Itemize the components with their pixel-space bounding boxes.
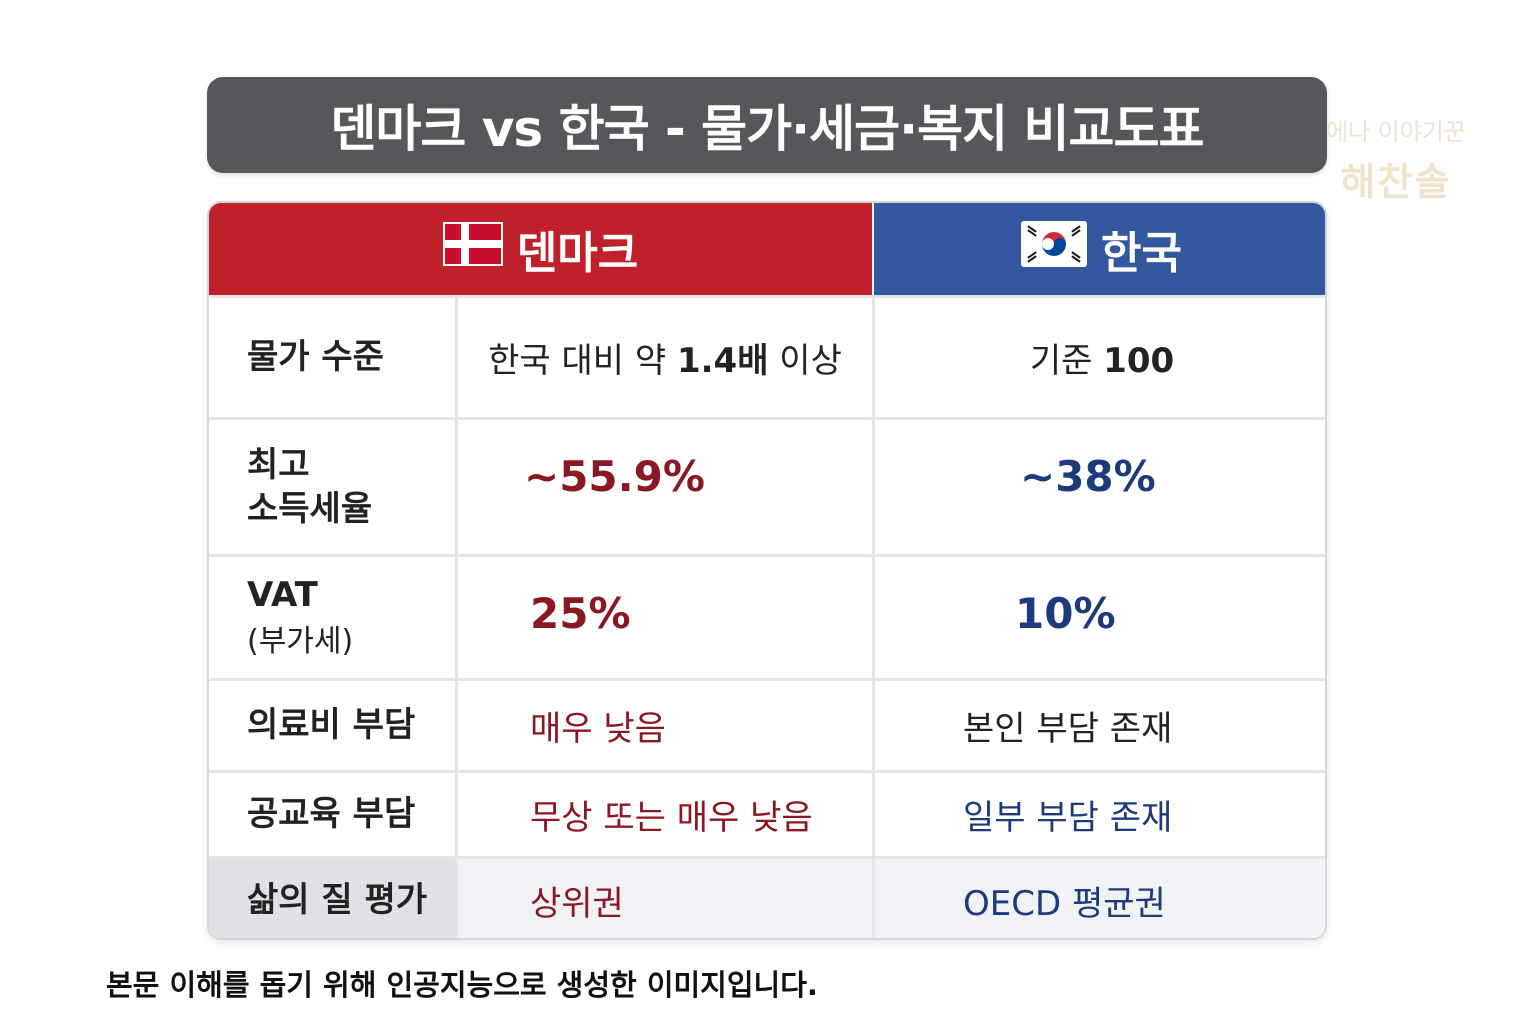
row-label: 공교육 부담 xyxy=(209,773,455,856)
cell-denmark: 무상 또는 매우 낮음 xyxy=(455,773,872,856)
cell-korea: ~38% xyxy=(872,420,1325,554)
cell-denmark-text: ~55.9% xyxy=(524,452,705,501)
table-row: 최고 소득세율 ~55.9% ~38% xyxy=(209,417,1325,554)
table-row: 삶의 질 평가 상위권 OECD 평균권 xyxy=(209,856,1325,938)
row-label-line2: 소득세율 xyxy=(247,489,373,529)
row-label-text: 최고 소득세율 xyxy=(247,443,372,531)
row-label-line1: 최고 xyxy=(247,444,310,485)
row-label-line2: (부가세) xyxy=(247,623,354,659)
cell-denmark: 한국 대비 약 1.4배 이상 xyxy=(455,298,872,417)
cell-korea: 기준 100 xyxy=(872,298,1325,417)
cell-korea-prefix: 기준 xyxy=(1029,341,1104,381)
cell-denmark-emph: 1.4배 xyxy=(676,341,769,381)
cell-denmark-text: 한국 대비 약 1.4배 이상 xyxy=(488,333,842,382)
cell-korea-text: 10% xyxy=(1015,589,1116,638)
cell-korea: 일부 부담 존재 xyxy=(872,773,1325,856)
table-row: 의료비 부담 매우 낮음 본인 부담 존재 xyxy=(209,678,1325,770)
header-korea-label: 한국 xyxy=(1101,228,1182,279)
cell-denmark: ~55.9% xyxy=(455,420,872,554)
row-label-text: 공교육 부담 xyxy=(247,794,416,835)
cell-denmark: 상위권 xyxy=(455,859,872,938)
cell-korea-text: ~38% xyxy=(1020,452,1156,501)
watermark-line1: 에나 이야기꾼 xyxy=(1325,118,1467,146)
cell-korea: 본인 부담 존재 xyxy=(872,681,1325,770)
cell-korea: OECD 평균권 xyxy=(872,859,1325,938)
cell-korea: 10% xyxy=(872,557,1325,678)
cell-denmark-text: 매우 낮음 xyxy=(530,709,666,749)
row-label: 의료비 부담 xyxy=(209,681,455,770)
table-row: VAT (부가세) 25% 10% xyxy=(209,554,1325,678)
cell-korea-emph: 100 xyxy=(1103,341,1175,381)
watermark: 에나 이야기꾼 해찬솔 xyxy=(1296,112,1496,206)
row-label: 삶의 질 평가 xyxy=(209,859,455,938)
row-label-text: 의료비 부담 xyxy=(247,705,416,746)
cell-denmark-text: 상위권 xyxy=(530,884,624,924)
row-label: 최고 소득세율 xyxy=(209,420,455,554)
table-row: 물가 수준 한국 대비 약 1.4배 이상 기준 100 xyxy=(209,295,1325,417)
page-title-text: 덴마크 vs 한국 - 물가·세금·복지 비교도표 xyxy=(330,100,1204,158)
cell-denmark-suffix: 이상 xyxy=(768,341,842,381)
row-label-text: VAT (부가세) xyxy=(247,573,353,661)
page-title: 덴마크 vs 한국 - 물가·세금·복지 비교도표 xyxy=(207,77,1327,173)
cell-korea-text: OECD 평균권 xyxy=(963,884,1166,924)
row-label: VAT (부가세) xyxy=(209,557,455,678)
table-row: 공교육 부담 무상 또는 매우 낮음 일부 부담 존재 xyxy=(209,770,1325,856)
cell-korea-text: 일부 부담 존재 xyxy=(963,798,1173,838)
korea-flag-icon xyxy=(1021,220,1088,278)
row-label-text: 물가 수준 xyxy=(247,337,384,378)
denmark-flag-icon xyxy=(442,221,503,277)
row-label: 물가 수준 xyxy=(209,298,455,417)
cell-korea-text: 본인 부담 존재 xyxy=(963,709,1173,749)
cell-korea-text: 기준 100 xyxy=(1030,333,1174,382)
cell-denmark: 매우 낮음 xyxy=(455,681,872,770)
watermark-line2: 해찬솔 xyxy=(1340,160,1452,204)
caption: 본문 이해를 돕기 위해 인공지능으로 생성한 이미지입니다. xyxy=(106,968,818,1002)
comparison-table: 덴마크 한국 물가 수준 xyxy=(207,201,1327,940)
cell-denmark-text: 25% xyxy=(530,589,631,638)
header-denmark: 덴마크 xyxy=(209,203,872,295)
header-denmark-label: 덴마크 xyxy=(516,228,639,279)
cell-denmark: 25% xyxy=(455,557,872,678)
row-label-line1: VAT xyxy=(247,575,318,616)
row-label-text: 삶의 질 평가 xyxy=(247,880,428,921)
header-korea: 한국 xyxy=(872,203,1325,295)
cell-denmark-text: 무상 또는 매우 낮음 xyxy=(530,798,813,838)
cell-denmark-prefix: 한국 대비 약 xyxy=(488,341,677,381)
